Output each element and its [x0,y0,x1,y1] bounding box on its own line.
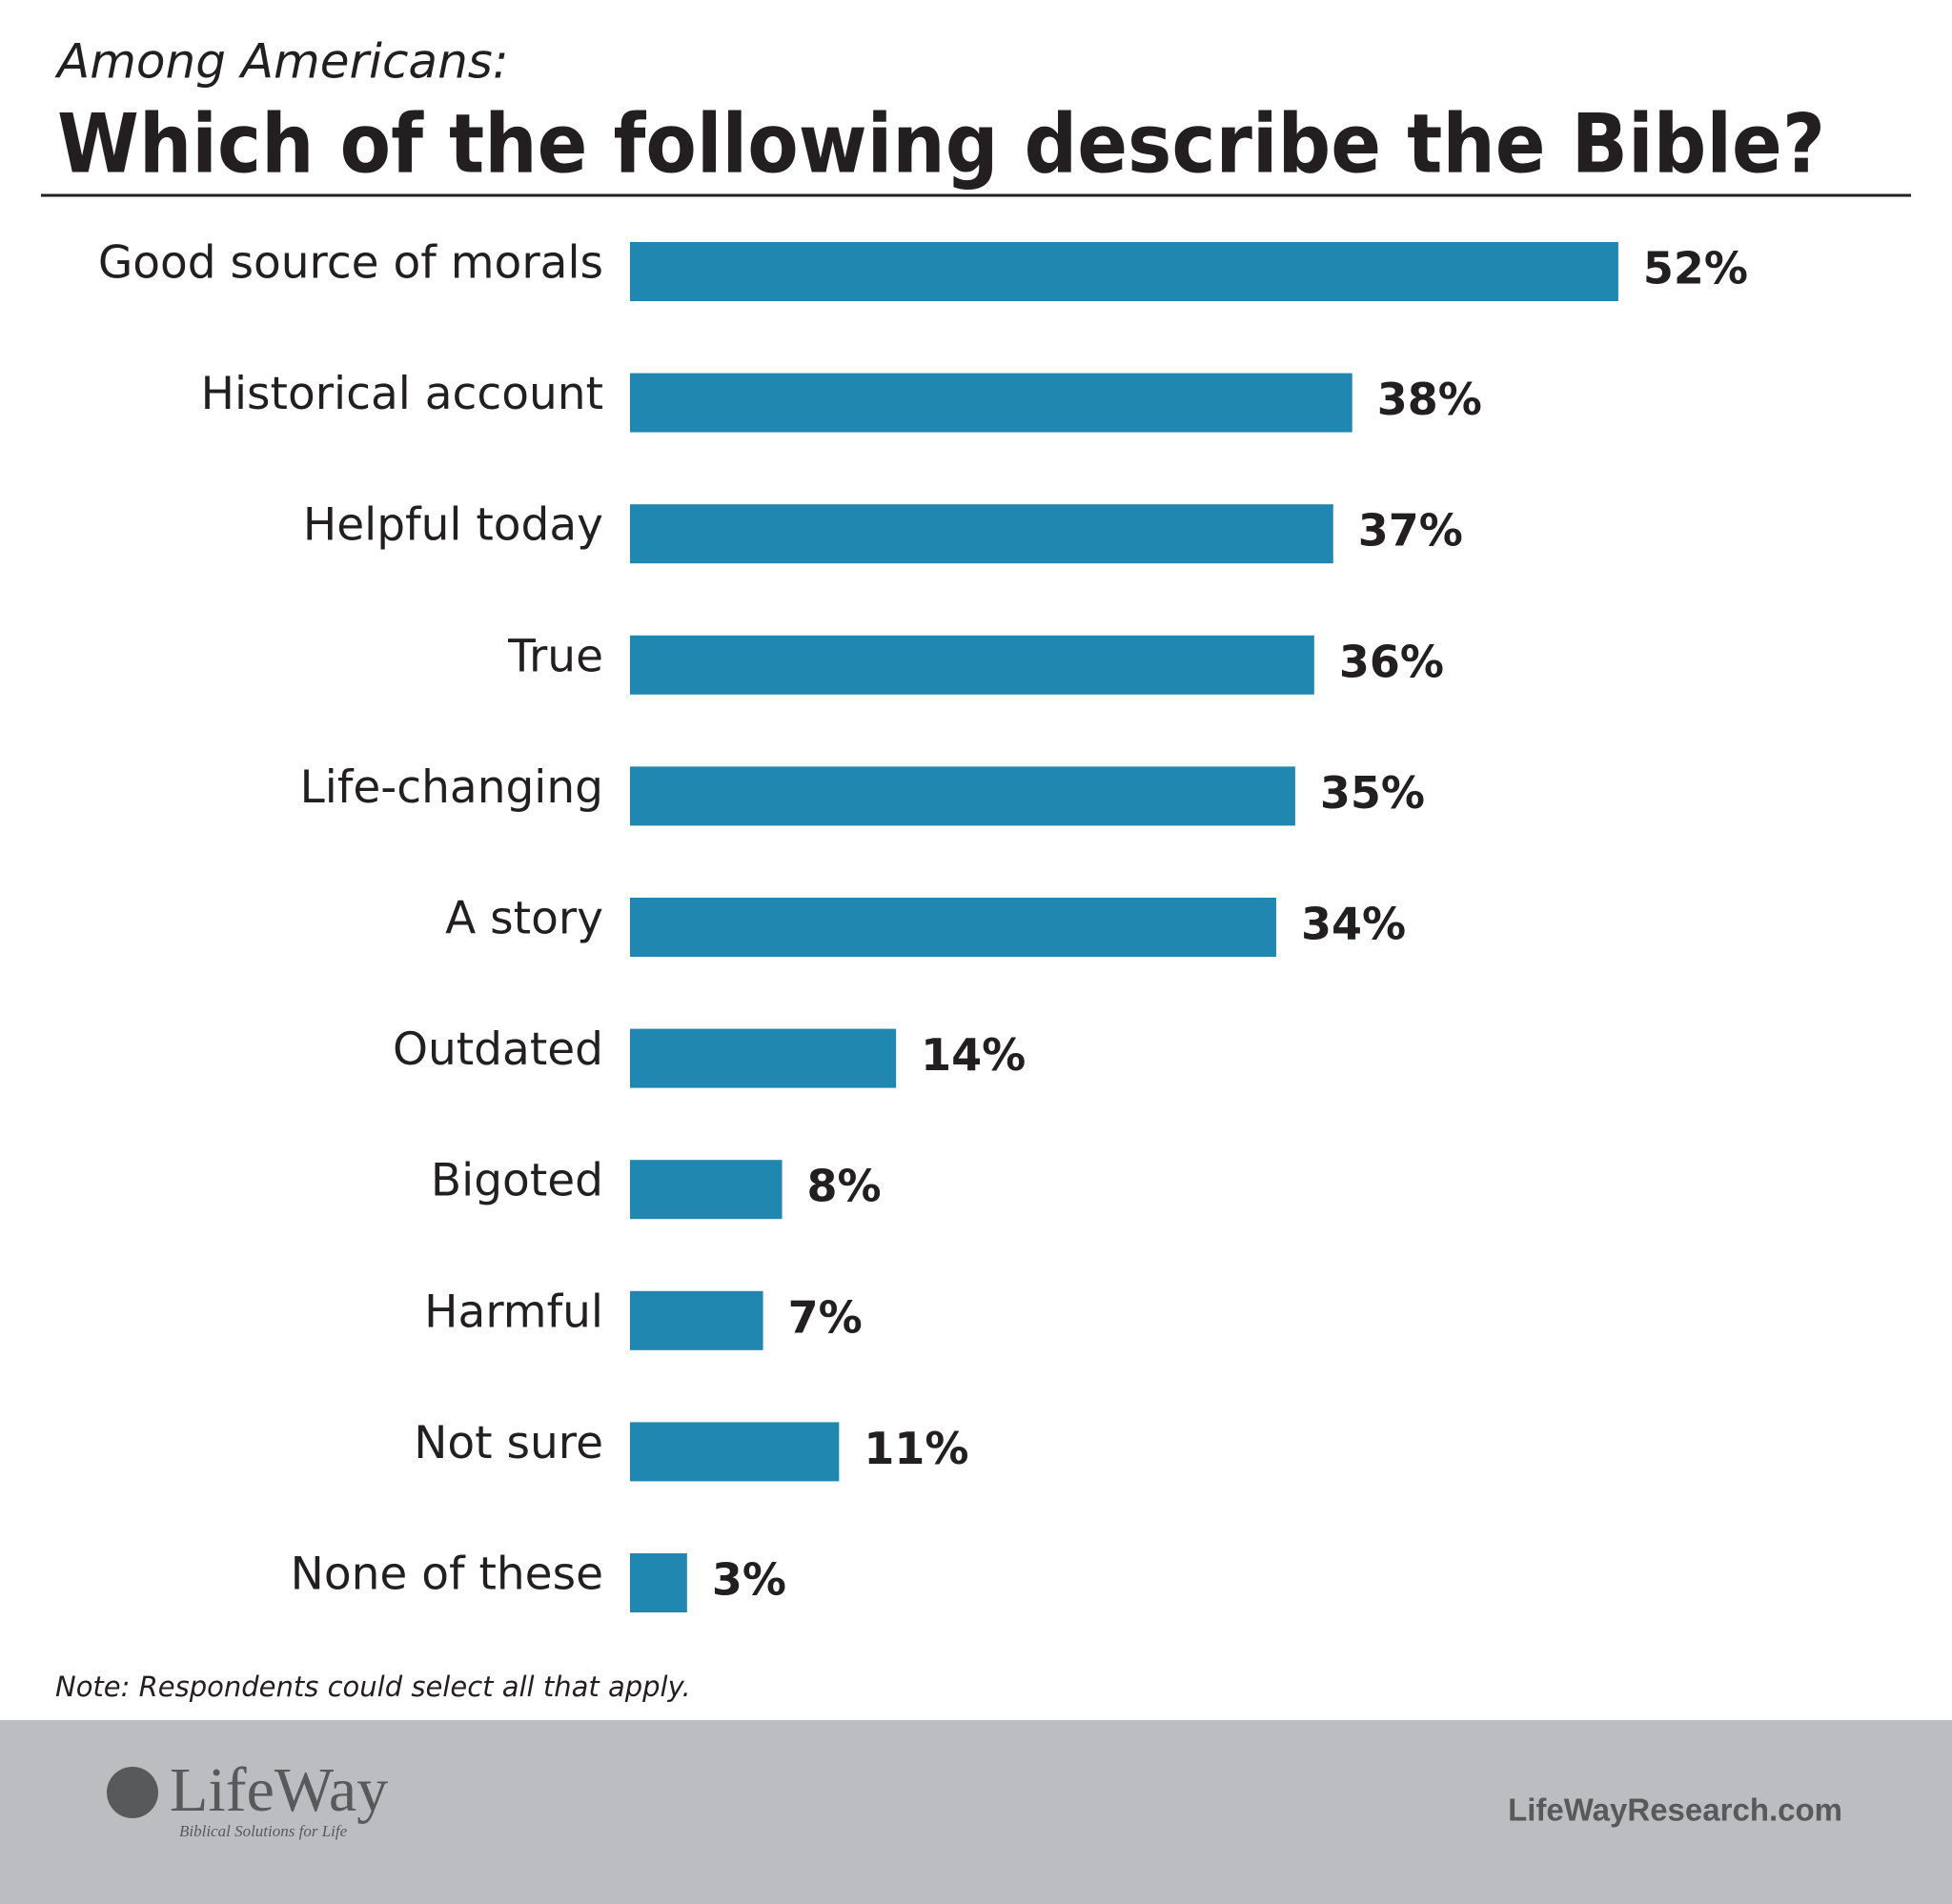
category-label: Not sure [414,1417,603,1469]
bar [630,242,1618,301]
category-label: Good source of morals [98,237,603,290]
category-label: True [507,630,603,682]
bar [630,373,1352,433]
category-label: Helpful today [303,499,603,552]
value-label: 11% [864,1423,968,1474]
footer-band [0,1720,1952,1904]
footer-url: LifeWayResearch.com [1508,1793,1842,1828]
value-label: 14% [921,1029,1026,1081]
chart-subtitle: Among Americans: [54,34,509,90]
bar [630,1028,897,1088]
footer-logo: LifeWay [170,1755,388,1825]
value-label: 35% [1320,767,1425,819]
value-label: 36% [1339,636,1444,687]
chart-note: Note: Respondents could select all that … [55,1671,691,1703]
bar [630,1160,783,1220]
bar [630,1553,687,1612]
category-label: Harmful [424,1286,603,1338]
bar [630,635,1314,695]
bar [630,898,1276,957]
bar [630,504,1333,564]
value-label: 34% [1301,899,1406,950]
value-label: 3% [712,1554,786,1606]
category-label: Life-changing [300,761,603,814]
value-label: 8% [807,1161,882,1212]
footer-tagline: Biblical Solutions for Life [179,1822,348,1840]
bar [630,1422,840,1482]
logo-icon [107,1767,158,1818]
category-label: Bigoted [431,1155,603,1207]
category-label: Outdated [393,1023,603,1076]
value-label: 7% [788,1291,863,1343]
value-label: 52% [1643,243,1748,294]
category-label: None of these [291,1549,603,1601]
value-label: 38% [1377,374,1482,425]
chart-title: Which of the following describe the Bibl… [57,96,1825,192]
category-label: A story [445,893,603,945]
value-label: 37% [1358,505,1463,557]
bar [630,766,1295,826]
category-label: Historical account [201,368,603,420]
bar [630,1290,763,1350]
